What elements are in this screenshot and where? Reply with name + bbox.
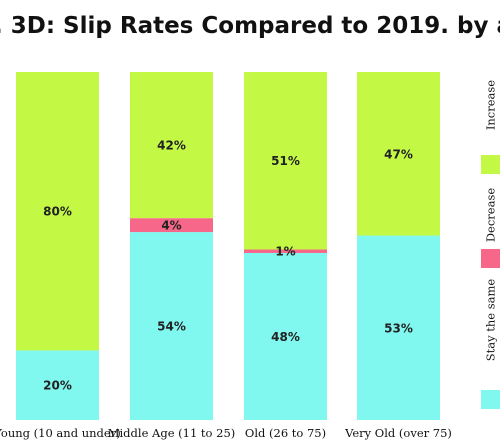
data-label-stay-the-same-young-10-and-under: 20% bbox=[43, 379, 72, 393]
bar-segment-decrease-middle-age-11-to-25 bbox=[130, 218, 213, 233]
data-label-increase-old-26-to-75: 51% bbox=[271, 154, 300, 168]
bar-segment-stay-the-same-middle-age-11-to-25 bbox=[130, 232, 213, 420]
data-label-increase-young-10-and-under: 80% bbox=[43, 205, 72, 219]
data-label-stay-the-same-middle-age-11-to-25: 54% bbox=[157, 320, 186, 334]
data-label-increase-middle-age-11-to-25: 42% bbox=[157, 139, 186, 153]
legend-label-increase: Increase bbox=[484, 80, 498, 130]
bar-segment-decrease-old-26-to-75 bbox=[244, 249, 327, 253]
data-label-decrease-middle-age-11-to-25: 4% bbox=[161, 219, 181, 233]
legend-label-decrease: Decrease bbox=[484, 188, 498, 243]
category-label-old-26-to-75: Old (26 to 75) bbox=[245, 426, 326, 440]
bar-segment-increase-very-old-over-75 bbox=[357, 72, 440, 236]
bar-segment-increase-old-26-to-75 bbox=[244, 72, 327, 250]
chart-title: Fig. 3D: Slip Rates Compared to 2019. by… bbox=[0, 13, 500, 39]
legend-label-stay-the-same: Stay the same bbox=[484, 279, 498, 362]
bars-group: 20% 80% Young (10 and under) 54% 4% 42% Middle… bbox=[0, 72, 452, 440]
data-label-stay-the-same-very-old-over-75: 53% bbox=[384, 321, 413, 335]
legend-swatch-increase bbox=[481, 155, 500, 174]
legend: Increase Decrease Stay the same bbox=[481, 80, 500, 409]
bar-segment-increase-middle-age-11-to-25 bbox=[130, 72, 213, 219]
category-label-young-10-and-under: Young (10 and under) bbox=[0, 426, 121, 440]
category-label-very-old-over-75: Very Old (over 75) bbox=[344, 426, 452, 440]
legend-swatch-decrease bbox=[481, 249, 500, 268]
data-label-stay-the-same-old-26-to-75: 48% bbox=[271, 330, 300, 344]
bar-segment-stay-the-same-young-10-and-under bbox=[16, 350, 99, 420]
data-label-decrease-old-26-to-75: 1% bbox=[275, 245, 295, 259]
legend-swatch-stay-the-same bbox=[481, 390, 500, 409]
bar-segment-stay-the-same-old-26-to-75 bbox=[244, 252, 327, 420]
data-label-increase-very-old-over-75: 47% bbox=[384, 147, 413, 161]
bar-segment-stay-the-same-very-old-over-75 bbox=[357, 235, 440, 420]
category-label-middle-age-11-to-25: Middle Age (11 to 25) bbox=[108, 426, 236, 440]
bar-segment-increase-young-10-and-under bbox=[16, 72, 99, 351]
